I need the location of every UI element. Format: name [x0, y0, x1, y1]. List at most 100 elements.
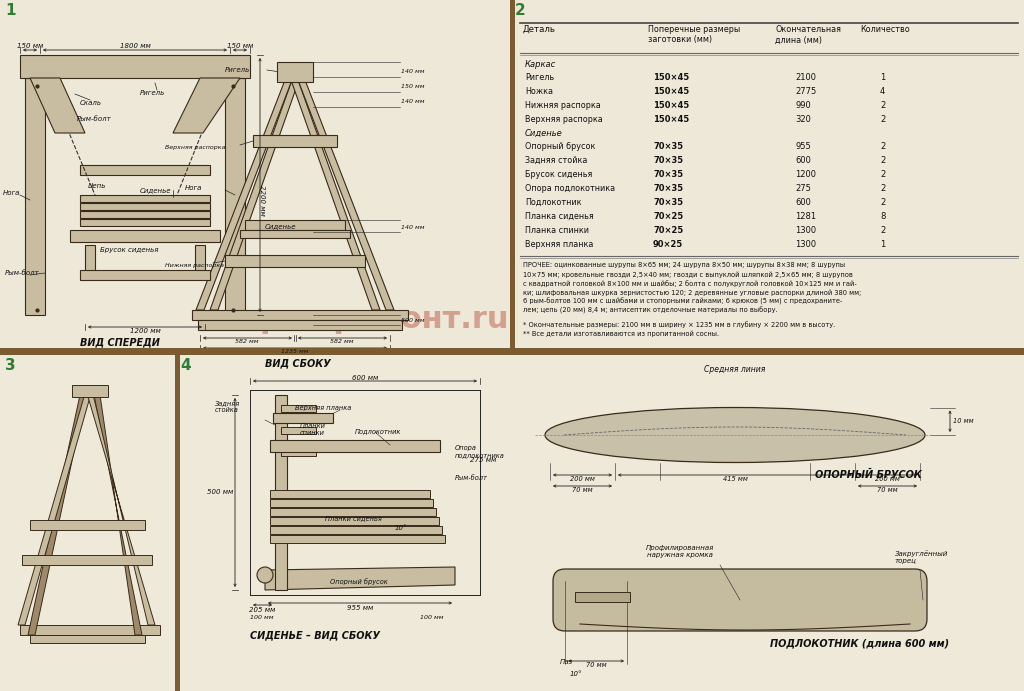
Text: 150×45: 150×45 [653, 73, 689, 82]
Polygon shape [86, 390, 155, 625]
Text: 1: 1 [880, 73, 886, 82]
Text: Опора подлокотника: Опора подлокотника [525, 184, 615, 193]
Bar [273, 413, 333, 423]
Text: Деталь: Деталь [523, 25, 556, 34]
Text: 320: 320 [795, 115, 811, 124]
Text: 2: 2 [880, 156, 886, 165]
Text: 200 мм: 200 мм [570, 476, 595, 482]
Bar [278, 62, 313, 82]
Text: ПОДЛОКОТНИК (длина 600 мм): ПОДЛОКОТНИК (длина 600 мм) [770, 638, 949, 648]
Text: 10°: 10° [570, 671, 583, 677]
Text: 1200: 1200 [795, 170, 816, 179]
Bar [281, 427, 316, 434]
Bar [198, 320, 402, 330]
Bar [20, 55, 250, 78]
Text: 990: 990 [795, 101, 811, 110]
Bar [281, 449, 316, 456]
Text: 600: 600 [795, 198, 811, 207]
Text: Планки
спинки: Планки спинки [300, 423, 326, 436]
Text: Рым-болт: Рым-болт [455, 475, 487, 481]
Polygon shape [265, 567, 455, 590]
Bar [0, 0, 1024, 348]
Text: 1300: 1300 [795, 240, 816, 249]
Polygon shape [196, 80, 292, 310]
Text: Верхняя распорка: Верхняя распорка [525, 115, 603, 124]
Bar [195, 245, 205, 275]
Bar [0, 348, 1024, 355]
Bar [80, 270, 210, 280]
Text: ОПОРНЫЙ БРУСОК: ОПОРНЫЙ БРУСОК [815, 470, 922, 480]
Text: Средняя линия: Средняя линия [705, 365, 766, 374]
Polygon shape [210, 80, 299, 310]
Text: Рым-болт: Рым-болт [77, 116, 112, 122]
Text: 955: 955 [795, 142, 811, 151]
Text: 415 мм: 415 мм [723, 476, 748, 482]
Bar [225, 78, 245, 315]
Text: 2: 2 [880, 184, 886, 193]
Polygon shape [94, 395, 142, 635]
Text: 2: 2 [880, 198, 886, 207]
Text: ВИД СБОКУ: ВИД СБОКУ [265, 358, 331, 368]
Bar [245, 220, 345, 230]
Text: 100 мм: 100 мм [420, 615, 443, 620]
Bar [70, 230, 220, 242]
Text: 600: 600 [795, 156, 811, 165]
Circle shape [257, 567, 273, 583]
Text: Количество: Количество [860, 25, 909, 34]
Text: 150 мм: 150 мм [16, 43, 43, 49]
Text: 70×35: 70×35 [653, 184, 683, 193]
Bar [270, 535, 445, 543]
Text: 2: 2 [515, 3, 525, 18]
Text: 4: 4 [880, 87, 886, 96]
Text: Нижняя распорка: Нижняя распорка [165, 263, 224, 268]
Bar [225, 255, 365, 267]
Bar [270, 499, 433, 507]
Text: Опора
подлокотника: Опора подлокотника [455, 445, 505, 458]
Text: 1: 1 [880, 240, 886, 249]
Polygon shape [291, 80, 380, 310]
Text: ки; шлифовальная шкурка зернистостью 120; 2 деревянные угловые распорки длиной 3: ки; шлифовальная шкурка зернистостью 120… [523, 289, 861, 296]
Text: Задняя стойка: Задняя стойка [525, 156, 588, 165]
Bar [20, 625, 160, 635]
Ellipse shape [545, 408, 925, 462]
Text: 150 мм: 150 мм [227, 43, 253, 49]
Text: Паз: Паз [560, 659, 573, 665]
Text: 150×45: 150×45 [653, 115, 689, 124]
Text: 70×35: 70×35 [653, 142, 683, 151]
Bar [575, 592, 630, 602]
Text: Ригель: Ригель [140, 90, 165, 96]
Text: 955 мм: 955 мм [347, 605, 373, 611]
Polygon shape [30, 78, 85, 133]
Text: 6 рым-болтов 100 мм с шайбами и стопорными гайками; 6 крюков (5 мм) с предохрани: 6 рым-болтов 100 мм с шайбами и стопорны… [523, 298, 843, 305]
Text: 1: 1 [5, 3, 15, 18]
Text: 600 мм: 600 мм [352, 375, 378, 381]
Text: Брусок сиденья: Брусок сиденья [100, 247, 159, 253]
Bar [80, 165, 210, 175]
Text: 1800 мм: 1800 мм [120, 43, 151, 49]
Text: 150×45: 150×45 [653, 101, 689, 110]
Bar [270, 490, 430, 498]
Bar [80, 195, 210, 202]
Text: 140 мм: 140 мм [401, 99, 425, 104]
Text: 500 мм: 500 мм [401, 318, 425, 323]
Text: 70×35: 70×35 [653, 156, 683, 165]
Bar [72, 385, 108, 397]
Bar [270, 508, 436, 516]
Text: Нога: Нога [185, 185, 203, 191]
Text: Верхняя планка: Верхняя планка [525, 240, 593, 249]
Bar [253, 135, 337, 147]
Text: Нога: Нога [3, 190, 20, 196]
Text: Цепь: Цепь [88, 183, 106, 189]
Polygon shape [18, 390, 92, 625]
Text: Сиденье: Сиденье [140, 187, 171, 193]
Text: Верхняя планка: Верхняя планка [295, 405, 351, 411]
Text: 2775: 2775 [795, 87, 816, 96]
Text: Опорный брусок: Опорный брусок [330, 578, 388, 585]
Text: 150×45: 150×45 [653, 87, 689, 96]
Text: Задняя
стойка: Задняя стойка [215, 400, 241, 413]
Text: 8: 8 [880, 212, 886, 221]
Text: 70 мм: 70 мм [586, 662, 606, 668]
Text: Рым-болт: Рым-болт [5, 270, 40, 276]
Bar [281, 405, 316, 412]
Text: Ножка: Ножка [525, 87, 553, 96]
